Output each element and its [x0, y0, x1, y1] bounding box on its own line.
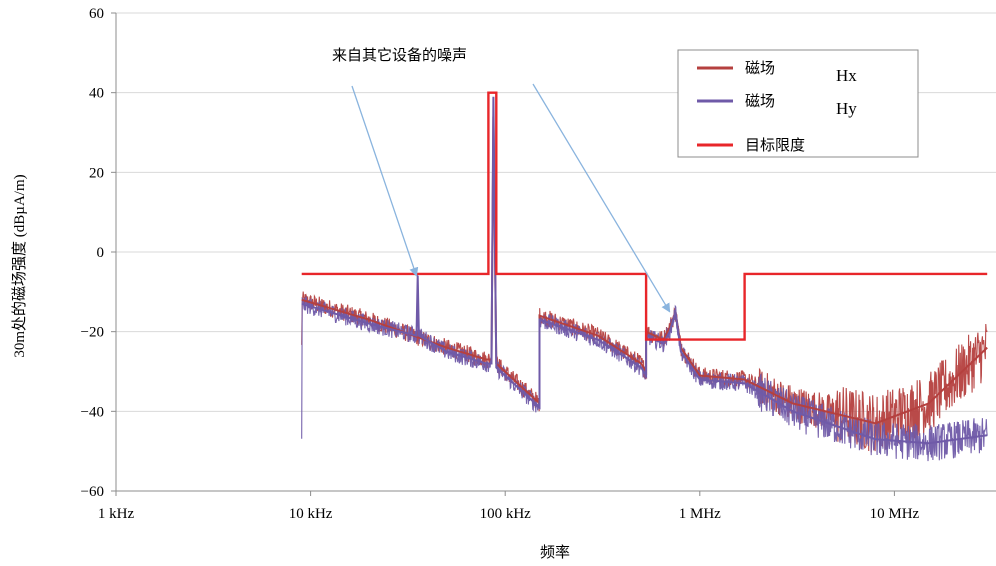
legend: 磁场 Hx 磁场 Hy 目标限度 [677, 49, 919, 158]
annotation-text: 来自其它设备的噪声 [332, 46, 467, 64]
legend-suffix: Hx [836, 66, 857, 85]
x-tick-label: 100 kHz [480, 506, 532, 522]
annotation-group: 来自其它设备的噪声 [332, 46, 671, 313]
y-tick-label: −40 [81, 404, 104, 420]
y-tick-label: 20 [89, 165, 104, 181]
x-tick-label: 1 kHz [98, 506, 135, 522]
series-group [301, 91, 988, 445]
y-tick-label: 60 [89, 6, 104, 22]
annotation-arrow [532, 83, 671, 313]
tick-labels: 60 40 20 0 −20 −40 −60 1 kHz 10 kHz 100 kHz 1 MHz 1… [81, 6, 920, 522]
noise-texture [301, 122, 988, 462]
annotation-arrow [351, 85, 419, 277]
x-tick-label: 10 kHz [289, 506, 333, 522]
x-tick-label: 10 MHz [870, 506, 920, 522]
y-axis-title: 30m处的磁场强度 (dBµA/m) [11, 174, 28, 357]
series-line-Hy [301, 96, 988, 445]
y-tick-label: 40 [89, 86, 104, 102]
x-axis-title: 频率 [540, 544, 570, 561]
axes [111, 12, 996, 496]
legend-label: 目标限度 [745, 137, 805, 154]
y-tick-label: −20 [81, 325, 104, 341]
legend-label: 磁场 [745, 93, 775, 110]
series-noise-Hx [301, 136, 988, 453]
legend-label: 磁场 [745, 60, 775, 77]
series-noise-Hy [301, 122, 988, 462]
y-tick-label: 0 [97, 245, 105, 261]
legend-suffix: Hy [836, 99, 857, 118]
series-line-limit [301, 91, 988, 341]
x-tick-label: 1 MHz [679, 506, 721, 522]
grid-lines [116, 12, 996, 412]
y-tick-label: −60 [81, 484, 104, 500]
